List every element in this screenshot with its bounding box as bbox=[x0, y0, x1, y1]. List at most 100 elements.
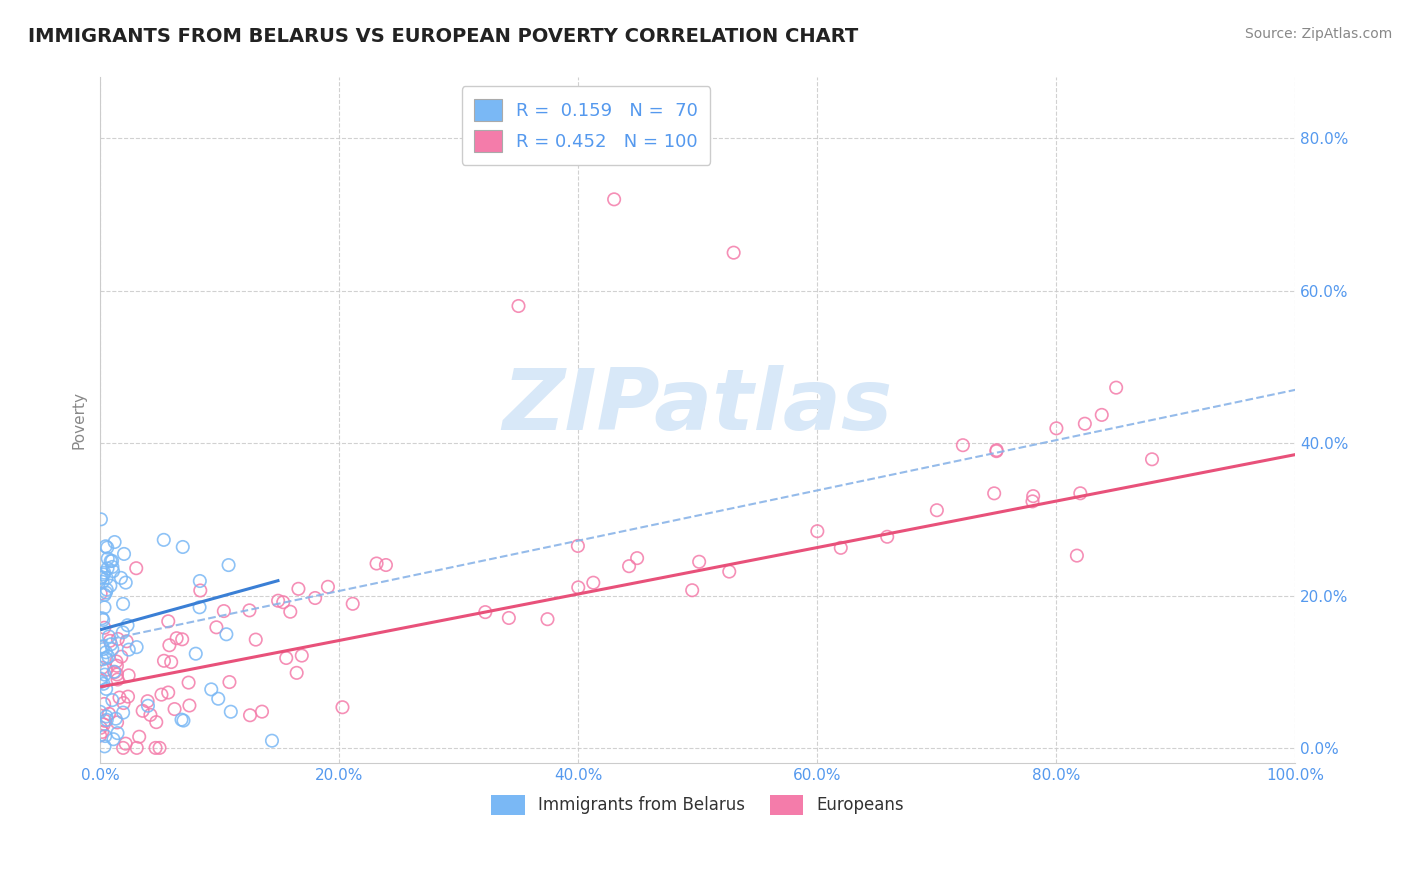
Point bbox=[91, 661, 114, 675]
Point bbox=[105, 655, 128, 669]
Point bbox=[215, 627, 238, 641]
Point bbox=[342, 597, 364, 611]
Point bbox=[145, 740, 167, 755]
Point bbox=[136, 698, 159, 713]
Point bbox=[876, 530, 898, 544]
Point bbox=[97, 630, 120, 644]
Point bbox=[114, 737, 136, 751]
Point bbox=[125, 740, 148, 755]
Point bbox=[291, 648, 314, 663]
Point bbox=[617, 559, 640, 574]
Point bbox=[101, 642, 124, 657]
Point bbox=[285, 665, 308, 680]
Point bbox=[207, 691, 229, 706]
Point bbox=[925, 503, 948, 517]
Point bbox=[117, 690, 139, 704]
Point bbox=[104, 535, 127, 549]
Point bbox=[104, 712, 127, 726]
Point bbox=[536, 612, 558, 626]
Point bbox=[103, 732, 125, 747]
Point bbox=[90, 586, 112, 600]
Point bbox=[139, 707, 162, 722]
Y-axis label: Poverty: Poverty bbox=[72, 392, 86, 450]
Point bbox=[131, 704, 153, 718]
Point bbox=[160, 655, 183, 669]
Point bbox=[271, 595, 294, 609]
Point bbox=[98, 706, 121, 721]
Point bbox=[98, 633, 121, 648]
Point bbox=[245, 632, 267, 647]
Point bbox=[111, 625, 134, 640]
Point bbox=[276, 651, 298, 665]
Point bbox=[567, 539, 589, 553]
Point bbox=[125, 640, 148, 654]
Point bbox=[89, 705, 111, 719]
Point bbox=[686, 401, 709, 415]
Point bbox=[110, 649, 132, 664]
Point bbox=[200, 682, 222, 697]
Point bbox=[1069, 486, 1091, 500]
Point bbox=[103, 665, 125, 679]
Point bbox=[212, 604, 235, 618]
Point bbox=[287, 582, 309, 596]
Point bbox=[983, 486, 1005, 500]
Point bbox=[188, 574, 211, 588]
Point bbox=[97, 649, 120, 664]
Point bbox=[97, 551, 120, 566]
Point bbox=[105, 667, 128, 681]
Text: ZIPatlas: ZIPatlas bbox=[503, 365, 893, 448]
Point bbox=[90, 675, 112, 690]
Point bbox=[152, 533, 174, 547]
Point bbox=[100, 554, 122, 568]
Point bbox=[115, 634, 138, 648]
Point bbox=[107, 673, 129, 687]
Point bbox=[205, 620, 228, 634]
Point bbox=[163, 702, 186, 716]
Point bbox=[170, 713, 193, 727]
Point bbox=[278, 605, 301, 619]
Point bbox=[219, 705, 242, 719]
Point bbox=[89, 571, 111, 585]
Point bbox=[91, 640, 114, 654]
Point bbox=[107, 726, 129, 740]
Point bbox=[603, 192, 626, 206]
Point bbox=[239, 708, 262, 723]
Point bbox=[723, 245, 745, 260]
Point bbox=[366, 557, 388, 571]
Point bbox=[93, 566, 115, 580]
Point bbox=[218, 675, 240, 690]
Point bbox=[93, 697, 115, 711]
Point bbox=[94, 729, 117, 743]
Point bbox=[117, 668, 139, 682]
Point bbox=[101, 554, 124, 568]
Point bbox=[304, 591, 326, 605]
Point bbox=[96, 713, 118, 727]
Point bbox=[112, 597, 135, 611]
Point bbox=[100, 579, 122, 593]
Point bbox=[96, 663, 118, 677]
Point bbox=[93, 621, 115, 635]
Point bbox=[91, 725, 114, 739]
Point bbox=[172, 540, 194, 554]
Point bbox=[1105, 381, 1128, 395]
Point bbox=[93, 567, 115, 582]
Point bbox=[148, 740, 170, 755]
Point bbox=[93, 717, 115, 731]
Point bbox=[145, 715, 167, 730]
Point bbox=[238, 603, 260, 617]
Point bbox=[105, 658, 128, 673]
Point bbox=[250, 705, 273, 719]
Point bbox=[89, 729, 111, 743]
Point bbox=[626, 551, 648, 566]
Point bbox=[374, 558, 396, 572]
Point bbox=[108, 690, 131, 705]
Point bbox=[582, 575, 605, 590]
Point bbox=[93, 677, 115, 691]
Point bbox=[136, 694, 159, 708]
Point bbox=[96, 582, 118, 597]
Point bbox=[172, 632, 194, 647]
Point bbox=[114, 575, 136, 590]
Point bbox=[94, 714, 117, 728]
Point bbox=[118, 642, 141, 657]
Point bbox=[986, 443, 1008, 458]
